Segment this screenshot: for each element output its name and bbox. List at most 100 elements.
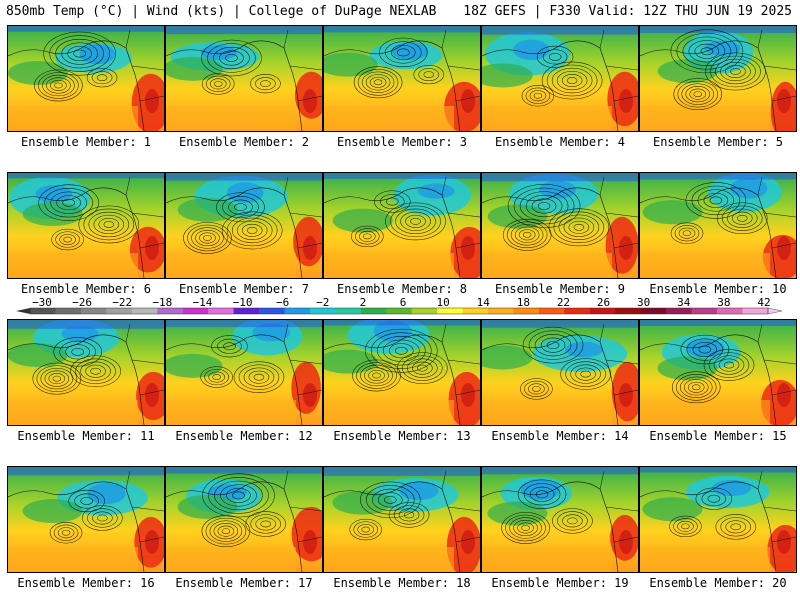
ensemble-panel: Ensemble Member: 18 <box>323 466 481 593</box>
colorbar-segment <box>335 308 362 314</box>
ensemble-panel: Ensemble Member: 3 <box>323 25 481 152</box>
ensemble-member-label: Ensemble Member: 2 <box>178 135 310 149</box>
colorbar-segment <box>615 308 642 314</box>
temperature-map <box>323 319 481 426</box>
colorbar-tick-label: 22 <box>557 296 570 309</box>
colorbar-tick-label: 26 <box>597 296 610 309</box>
ensemble-panel: Ensemble Member: 15 <box>639 319 797 446</box>
colorbar-segment <box>259 308 285 314</box>
figure-title: 850mb Temp (°C) | Wind (kts) | College o… <box>6 4 437 19</box>
colorbar-tick-label: −18 <box>152 296 172 309</box>
ensemble-panel: Ensemble Member: 11 <box>7 319 165 446</box>
colorbar-tick-label: −2 <box>316 296 329 309</box>
colorbar-segment <box>462 308 489 314</box>
temperature-colorbar: −30 −26 −22 −18 −14 −10 −6 −2 2 6 10 14 18 22 26 30 34 38… <box>16 296 783 315</box>
colorbar-segment <box>80 308 107 314</box>
colorbar-segment <box>589 308 616 314</box>
colorbar-segment <box>284 308 311 314</box>
ensemble-member-label: Ensemble Member: 9 <box>494 282 626 296</box>
ensemble-panel: Ensemble Member: 5 <box>639 25 797 152</box>
colorbar-tick-label: 6 <box>400 296 407 309</box>
ensemble-member-label: Ensemble Member: 12 <box>175 429 313 443</box>
ensemble-panel: Ensemble Member: 13 <box>323 319 481 446</box>
colorbar-segment <box>640 308 667 314</box>
temperature-map <box>7 172 165 279</box>
figure-header: 850mb Temp (°C) | Wind (kts) | College o… <box>0 0 800 22</box>
ensemble-member-label: Ensemble Member: 1 <box>20 135 152 149</box>
ensemble-member-label: Ensemble Member: 7 <box>178 282 310 296</box>
ensemble-panel: Ensemble Member: 7 <box>165 172 323 299</box>
ensemble-member-label: Ensemble Member: 15 <box>649 429 787 443</box>
ensemble-panel: Ensemble Member: 19 <box>481 466 639 593</box>
temperature-map <box>323 25 481 132</box>
temperature-map <box>165 25 323 132</box>
ensemble-panel: Ensemble Member: 20 <box>639 466 797 593</box>
ensemble-member-label: Ensemble Member: 16 <box>17 576 155 590</box>
ensemble-member-label: Ensemble Member: 11 <box>17 429 155 443</box>
colorbar-segment <box>131 308 158 314</box>
colorbar-segment <box>157 308 183 314</box>
colorbar-segment <box>538 308 565 314</box>
run-valid-time: 18Z GEFS | F330 Valid: 12Z THU JUN 19 20… <box>463 4 792 19</box>
ensemble-member-label: Ensemble Member: 8 <box>336 282 468 296</box>
colorbar-segment <box>55 308 82 314</box>
colorbar-tick-label: 14 <box>477 296 491 309</box>
temperature-map <box>639 466 797 573</box>
colorbar-segment <box>437 308 463 314</box>
temperature-map <box>481 172 639 279</box>
colorbar-segment <box>360 308 387 314</box>
colorbar-segment <box>513 308 540 314</box>
colorbar-segment <box>386 308 413 314</box>
ensemble-member-label: Ensemble Member: 6 <box>20 282 152 296</box>
colorbar-segment <box>411 308 438 314</box>
colorbar-segment <box>182 308 209 314</box>
ensemble-panel: Ensemble Member: 4 <box>481 25 639 152</box>
ensemble-member-label: Ensemble Member: 20 <box>649 576 787 590</box>
colorbar-segment <box>691 308 718 314</box>
temperature-map <box>323 172 481 279</box>
colorbar-segment <box>717 308 743 314</box>
ensemble-panel: Ensemble Member: 6 <box>7 172 165 299</box>
temperature-map <box>639 25 797 132</box>
ensemble-panel: Ensemble Member: 12 <box>165 319 323 446</box>
colorbar-segment <box>742 308 769 314</box>
colorbar-tick-label: −10 <box>233 296 253 309</box>
ensemble-member-label: Ensemble Member: 5 <box>652 135 784 149</box>
ensemble-member-label: Ensemble Member: 17 <box>175 576 313 590</box>
colorbar-tick-label: −22 <box>112 296 132 309</box>
temperature-map <box>481 25 639 132</box>
temperature-map <box>165 466 323 573</box>
temperature-map <box>165 172 323 279</box>
colorbar-min-arrow <box>16 308 30 314</box>
temperature-map <box>639 319 797 426</box>
ensemble-panel: Ensemble Member: 16 <box>7 466 165 593</box>
ensemble-member-label: Ensemble Member: 14 <box>491 429 629 443</box>
colorbar-tick-label: 42 <box>757 296 770 309</box>
colorbar-tick-label: −30 <box>32 296 52 309</box>
ensemble-panel: Ensemble Member: 10 <box>639 172 797 299</box>
ensemble-panel: Ensemble Member: 9 <box>481 172 639 299</box>
colorbar-segment <box>30 308 56 314</box>
ensemble-member-label: Ensemble Member: 4 <box>494 135 626 149</box>
colorbar-segment <box>309 308 336 314</box>
ensemble-panel: Ensemble Member: 2 <box>165 25 323 152</box>
ensemble-member-label: Ensemble Member: 19 <box>491 576 629 590</box>
colorbar-tick-label: −14 <box>193 296 213 309</box>
colorbar-segment <box>208 308 234 314</box>
colorbar-tick-label: 2 <box>360 296 367 309</box>
temperature-map <box>165 319 323 426</box>
ensemble-panel: Ensemble Member: 1 <box>7 25 165 152</box>
colorbar-tick-label: 38 <box>717 296 730 309</box>
colorbar-tick-label: 34 <box>677 296 691 309</box>
ensemble-panel: Ensemble Member: 17 <box>165 466 323 593</box>
colorbar-segment <box>666 308 692 314</box>
colorbar-tick-label: 10 <box>436 296 449 309</box>
temperature-map <box>639 172 797 279</box>
colorbar-tick-label: −6 <box>276 296 289 309</box>
ensemble-member-label: Ensemble Member: 10 <box>649 282 787 296</box>
ensemble-member-label: Ensemble Member: 3 <box>336 135 468 149</box>
colorbar-segment <box>233 308 260 314</box>
colorbar-tick-label: 30 <box>637 296 650 309</box>
temperature-map <box>7 319 165 426</box>
ensemble-member-label: Ensemble Member: 18 <box>333 576 471 590</box>
